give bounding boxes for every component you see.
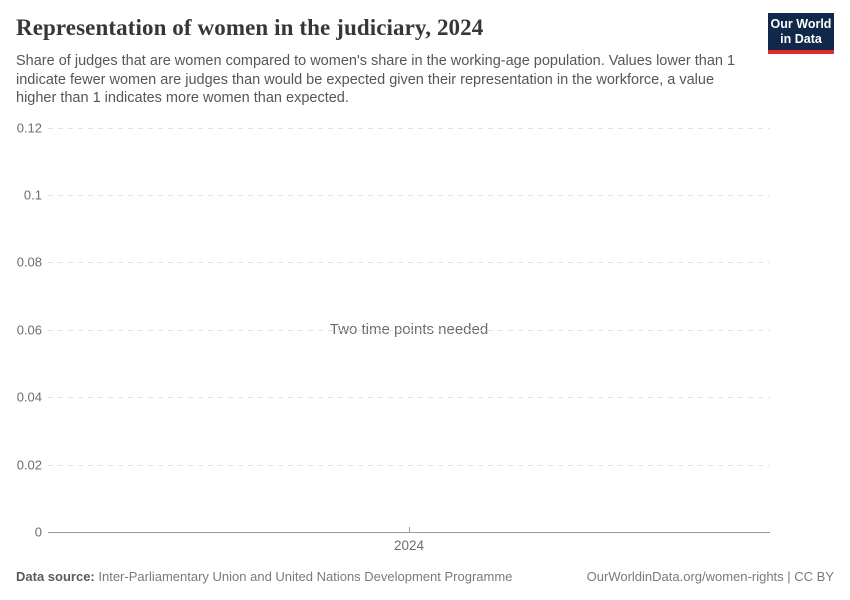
owid-logo-stripe — [768, 50, 834, 54]
y-gridline — [48, 397, 770, 399]
chart-title: Representation of women in the judiciary… — [16, 15, 484, 40]
owid-logo-line1: Our World — [770, 17, 832, 31]
y-tick-label: 0.06 — [16, 322, 42, 338]
data-source-label: Data source: — [16, 569, 95, 584]
y-gridline — [48, 194, 770, 196]
x-tick-mark — [409, 527, 410, 532]
x-tick-label: 2024 — [393, 538, 425, 553]
y-gridline — [48, 262, 770, 264]
owid-logo[interactable]: Our World in Data — [768, 13, 834, 54]
owid-logo-box: Our World in Data — [768, 13, 834, 50]
y-gridline — [48, 127, 770, 129]
y-gridline — [48, 464, 770, 466]
y-tick-label: 0.08 — [16, 254, 42, 270]
owid-url-link[interactable]: OurWorldinData.org/women-rights | CC BY — [586, 569, 834, 584]
y-tick-label: 0.04 — [16, 389, 42, 405]
x-axis-line — [48, 532, 770, 533]
y-tick-label: 0.02 — [16, 457, 42, 473]
owid-logo-line2: in Data — [780, 32, 822, 46]
chart-subtitle: Share of judges that are women compared … — [16, 53, 736, 106]
y-tick-label: 0.1 — [23, 187, 42, 203]
chart-footer: Data source: Inter-Parliamentary Union a… — [16, 569, 834, 584]
y-tick-label: 0.12 — [16, 120, 42, 135]
data-source-note: Data source: Inter-Parliamentary Union a… — [16, 569, 512, 584]
data-source-value: Inter-Parliamentary Union and United Nat… — [98, 569, 513, 584]
y-gridline — [48, 329, 770, 331]
no-data-message: Two time points needed — [329, 321, 489, 338]
y-tick-label: 0 — [34, 524, 42, 540]
